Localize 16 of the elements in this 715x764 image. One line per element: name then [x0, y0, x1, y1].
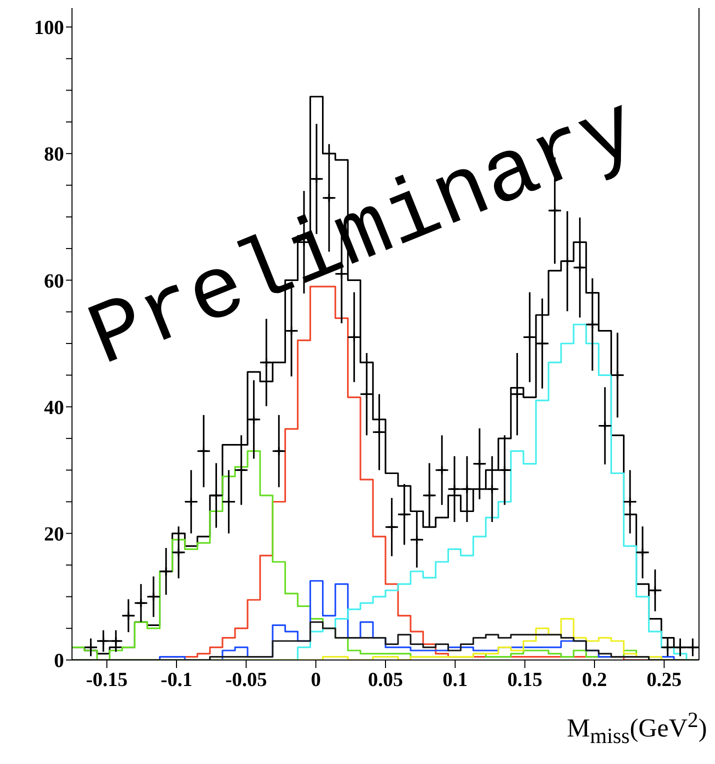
x-tick-label: 0.15 [507, 669, 542, 692]
x-tick-label: 0.25 [646, 669, 682, 692]
y-tick-label: 100 [34, 17, 64, 40]
x-tick-label: 0.05 [368, 669, 403, 692]
x-tick-label: 0.2 [582, 669, 607, 692]
y-tick-label: 20 [44, 524, 64, 546]
y-tick-label: 0 [54, 650, 64, 672]
y-tick-label: 60 [44, 270, 64, 292]
x-tick-label: -0.15 [86, 669, 128, 692]
x-tick-label: 0.1 [442, 669, 468, 692]
x-axis-title: M$_{miss}$(GeV$^{2}$) [566, 708, 707, 749]
y-tick-label: 40 [44, 396, 64, 419]
x-tick-label: -0.1 [160, 669, 192, 692]
x-tick-label: -0.05 [225, 669, 268, 692]
y-tick-label: 80 [44, 144, 64, 166]
x-tick-label: 0 [310, 669, 321, 692]
